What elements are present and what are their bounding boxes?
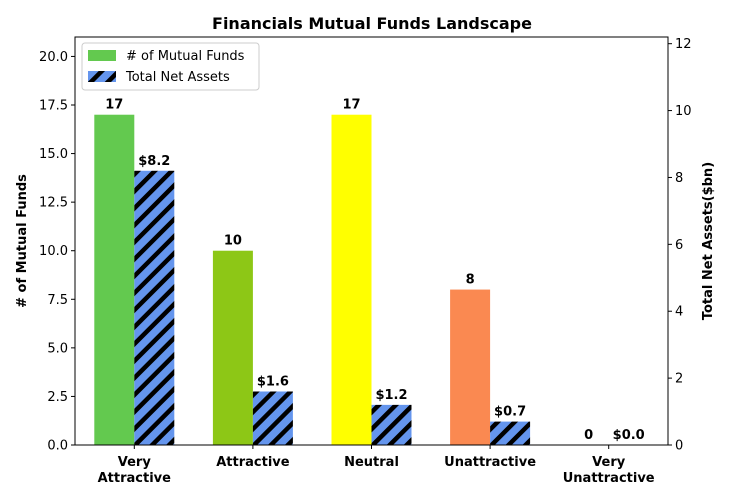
bar-funds-label-2: 17 [342,98,360,113]
y-left-tick-label-5: 12.5 [39,196,68,211]
bar-assets-label-2: $1.2 [375,388,407,403]
x-tick-label-3-0: Unattractive [444,455,536,470]
legend-label-funds: # of Mutual Funds [126,49,245,64]
legend-swatch-funds [88,50,116,61]
x-tick-label-0-0: Very [118,455,152,470]
legend-box [81,42,260,91]
bar-assets-3 [490,421,531,445]
bar-assets-2 [371,404,412,445]
bar-assets-label-4: $0.0 [613,428,645,443]
chart-title: Financials Mutual Funds Landscape [212,14,532,33]
bar-funds-label-3: 8 [466,273,475,288]
bar-assets-1 [252,391,293,445]
y-right-tick-label-0: 0 [675,439,683,454]
x-tick-label-2-0: Neutral [344,455,399,470]
legend-swatch-assets [88,71,116,82]
x-tick-label-0-1: Attractive [98,471,172,486]
x-tick-label-1-0: Attractive [216,455,290,470]
bar-assets-label-0: $8.2 [138,154,170,169]
legend: # of Mutual Funds Total Net Assets [81,42,260,91]
y-left-tick-label-0: 0.0 [47,439,68,454]
y-left-tick-label-6: 15.0 [39,147,68,162]
bar-funds-label-0: 17 [105,98,123,113]
bar-assets-0 [134,170,175,445]
y-left-tick-label-7: 17.5 [39,99,68,114]
bar-assets-label-3: $0.7 [494,405,526,420]
bar-funds-0 [94,114,135,445]
plot-area: 17 $8.2 10 $1.6 17 $1.2 8 $0.7 0 $0.0 [94,98,645,445]
y-right-tick-label-2: 4 [675,305,683,320]
y-left-tick-label-3: 7.5 [47,293,68,308]
y-left-tick-label-2: 5.0 [47,341,68,356]
y-axis-right-label: Total Net Assets($bn) [701,162,716,320]
y-right-tick-label-6: 12 [675,37,692,52]
bar-funds-1 [212,250,253,445]
axes: 0.02.55.07.510.012.515.017.520.002468101… [39,36,692,486]
x-tick-label-4-1: Unattractive [563,471,655,486]
bar-funds-label-4: 0 [584,428,593,443]
y-left-tick-label-4: 10.0 [39,244,68,259]
y-left-tick-label-1: 2.5 [47,390,68,405]
bar-funds-3 [450,289,491,445]
bar-funds-label-1: 10 [224,234,242,249]
y-right-tick-label-3: 6 [675,238,683,253]
x-tick-label-4-0: Very [592,455,626,470]
y-axis-left-label: # of Mutual Funds [15,174,30,308]
y-right-tick-label-5: 10 [675,104,692,119]
y-right-tick-label-1: 2 [675,372,683,387]
bar-funds-2 [331,114,372,445]
bar-assets-label-1: $1.6 [257,374,289,389]
y-right-tick-label-4: 8 [675,171,683,186]
legend-label-assets: Total Net Assets [125,70,230,85]
y-left-tick-label-8: 20.0 [39,50,68,65]
